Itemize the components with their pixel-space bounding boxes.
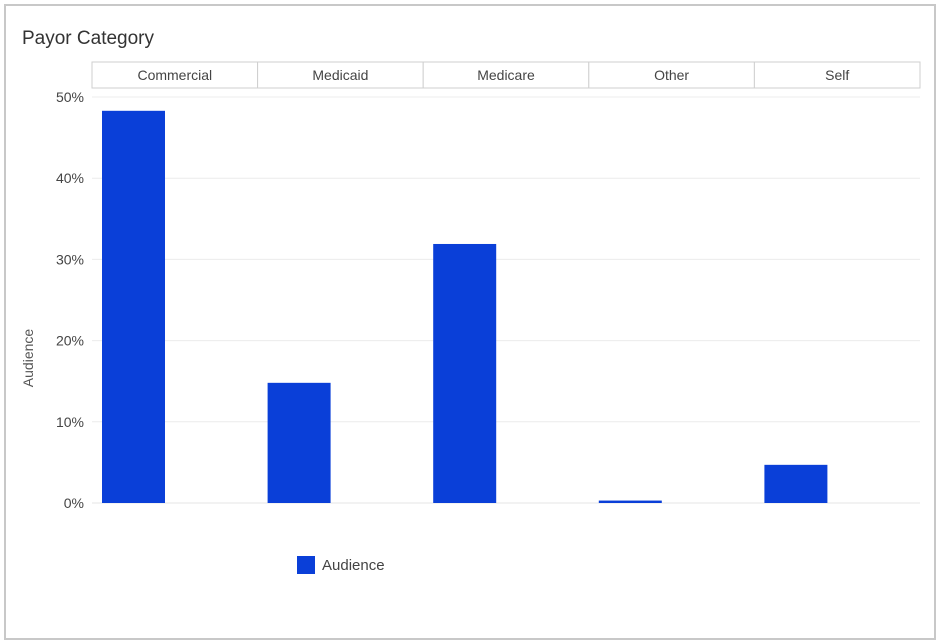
y-tick-label: 30% (56, 251, 84, 267)
y-tick-label: 20% (56, 333, 84, 349)
category-label: Medicare (477, 67, 535, 83)
bar-medicaid[interactable] (267, 382, 331, 503)
y-axis-ticks: 0% 10% 20% 30% 40% 50% (56, 89, 84, 511)
gridlines (92, 96, 920, 504)
bar-other[interactable] (598, 500, 662, 503)
bar-self[interactable] (764, 464, 828, 503)
category-label: Medicaid (312, 67, 368, 83)
category-header-cell (753, 61, 921, 89)
y-axis-label: Audience (20, 329, 36, 388)
bar-medicare[interactable] (433, 243, 497, 504)
legend: Audience (297, 556, 385, 574)
category-header-cell (422, 61, 590, 89)
category-header-cell (91, 61, 259, 89)
y-tick-label: 0% (64, 495, 84, 511)
category-header-cell (257, 61, 424, 89)
category-label: Other (654, 67, 689, 83)
chart-title: Payor Category (22, 28, 155, 49)
category-header-cell (588, 61, 755, 89)
y-tick-label: 50% (56, 89, 84, 105)
category-label: Commercial (137, 67, 212, 83)
category-label: Self (825, 67, 849, 83)
y-tick-label: 40% (56, 170, 84, 186)
y-tick-label: 10% (56, 414, 84, 430)
category-header: Commercial Medicaid Medicare Other Self (91, 61, 921, 89)
legend-label[interactable]: Audience (322, 557, 385, 574)
bar-commercial[interactable] (102, 110, 165, 503)
bars (102, 110, 828, 504)
legend-swatch (297, 556, 315, 574)
